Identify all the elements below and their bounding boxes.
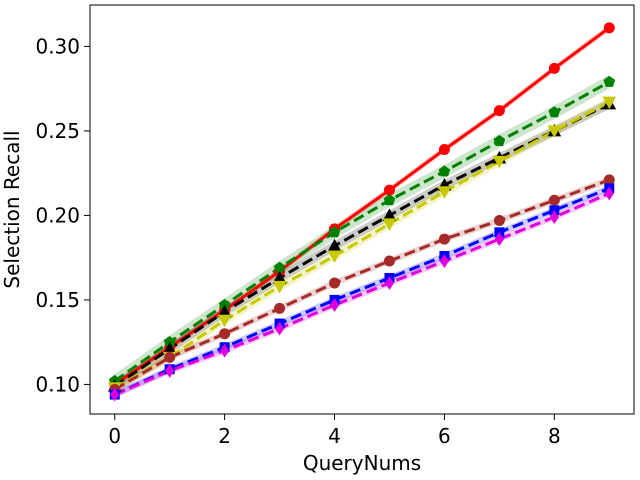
y-axis-ticks: 0.10 0.15 0.20 0.25 0.30 [35, 34, 90, 396]
data-point [384, 276, 395, 290]
data-point [438, 233, 450, 245]
data-point [327, 250, 342, 264]
series-4-line [114, 100, 610, 390]
y-axis-label: Selection Recall [0, 130, 24, 288]
data-point [165, 364, 175, 378]
data-point [217, 314, 232, 328]
series-4-band [114, 97, 610, 393]
y-tick-label: 0.10 [35, 372, 80, 396]
data-point [438, 165, 451, 177]
data-point [603, 75, 616, 87]
data-point [439, 254, 450, 268]
data-point [493, 134, 506, 147]
data-point [493, 214, 505, 226]
series-lines [113, 26, 611, 396]
series-6-line [114, 186, 610, 396]
x-tick-label: 8 [548, 424, 561, 448]
series-3-line [113, 102, 610, 388]
x-tick-label: 6 [438, 424, 451, 448]
data-point [603, 22, 615, 34]
series-markers [107, 22, 617, 402]
data-point [602, 96, 617, 110]
x-tick-label: 4 [328, 424, 341, 448]
data-point [548, 106, 561, 118]
y-tick-label: 0.25 [35, 119, 80, 143]
data-point [328, 226, 341, 238]
data-point [164, 351, 176, 363]
y-tick-label: 0.15 [35, 288, 80, 312]
data-point [494, 232, 504, 246]
data-point [329, 298, 340, 312]
y-tick-label: 0.20 [35, 203, 80, 227]
data-point [383, 194, 396, 206]
x-tick-label: 2 [218, 424, 231, 448]
data-point [548, 194, 560, 206]
data-point [219, 328, 231, 340]
plot-frame [89, 4, 635, 415]
data-point [548, 62, 560, 74]
data-point [437, 186, 452, 199]
data-point [547, 125, 562, 138]
data-point [383, 184, 395, 196]
series-5-line [113, 178, 610, 391]
series-2-line [113, 80, 610, 383]
data-point [220, 343, 230, 358]
series-2-band [114, 75, 610, 388]
data-point [604, 186, 614, 201]
data-point [549, 210, 559, 225]
data-point [329, 277, 341, 289]
data-point [382, 218, 397, 231]
data-point [438, 144, 450, 156]
data-point [272, 280, 287, 294]
data-point [274, 302, 286, 314]
x-tick-label: 0 [108, 424, 121, 448]
series-7-line [114, 192, 610, 396]
data-point [383, 255, 395, 267]
x-axis-ticks: 0 2 4 6 8 [108, 414, 561, 448]
data-point [493, 105, 505, 117]
data-point [274, 321, 285, 336]
x-axis-label: QueryNums [303, 451, 421, 475]
data-point [492, 155, 507, 169]
data-point [110, 387, 120, 402]
y-tick-label: 0.30 [35, 34, 80, 58]
